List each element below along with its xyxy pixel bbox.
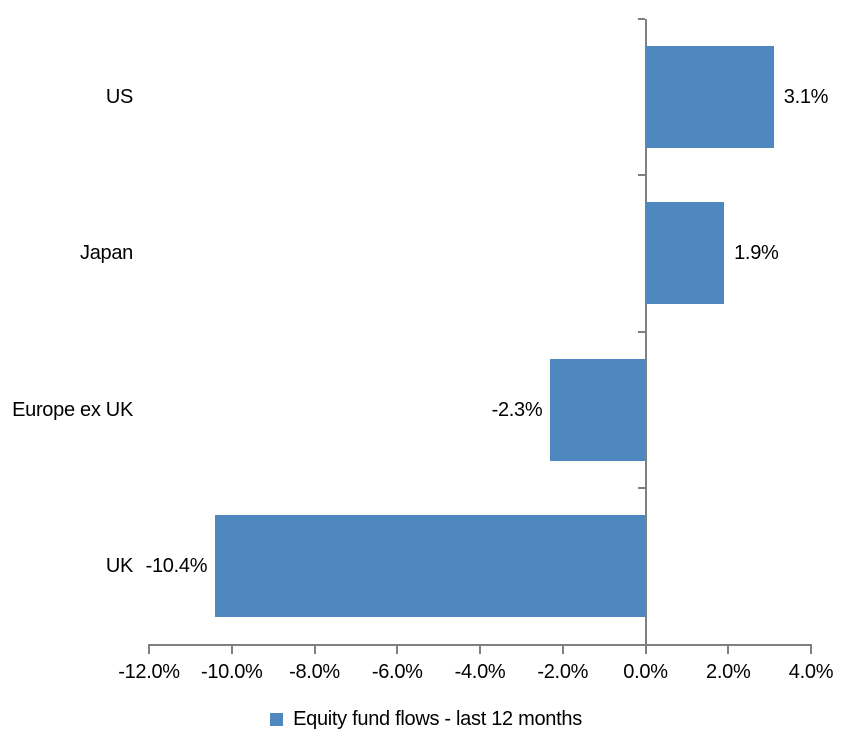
y-axis-line	[644, 19, 647, 652]
x-tick-label: 0.0%	[623, 661, 668, 683]
bar	[550, 358, 646, 461]
x-axis-tick	[561, 644, 564, 654]
category-label: US	[105, 86, 133, 109]
x-tick-label: -2.0%	[537, 661, 589, 683]
data-label: 3.1%	[783, 86, 829, 109]
x-axis-tick	[148, 644, 150, 654]
y-axis-tick	[637, 330, 645, 333]
category-label: UK	[105, 554, 133, 577]
legend-swatch-icon	[270, 713, 284, 726]
y-axis-tick	[637, 486, 645, 489]
data-label: -10.4%	[145, 554, 208, 577]
x-tick-label: -4.0%	[454, 661, 506, 683]
bar	[215, 514, 646, 617]
x-tick-label: 2.0%	[706, 661, 751, 683]
category-label: Japan	[80, 242, 133, 265]
x-axis-tick	[396, 644, 399, 654]
bar	[645, 202, 725, 305]
x-tick-label: -8.0%	[289, 661, 340, 683]
x-tick-label: -10.0%	[200, 661, 263, 683]
x-axis-tick	[727, 644, 730, 654]
y-axis-tick	[637, 18, 645, 20]
bar	[645, 46, 774, 149]
x-tick-label: -6.0%	[371, 661, 423, 683]
x-axis-tick	[644, 644, 647, 654]
x-axis-tick	[313, 644, 316, 654]
category-label: Europe ex UK	[12, 398, 133, 421]
x-axis-tick	[230, 644, 233, 654]
x-axis-tick	[810, 644, 812, 654]
y-axis-tick	[637, 174, 645, 177]
data-label: -2.3%	[491, 398, 543, 421]
legend: Equity fund flows - last 12 months	[0, 708, 852, 731]
data-label: 1.9%	[734, 242, 779, 265]
x-tick-label: 4.0%	[788, 661, 834, 683]
x-tick-label: -12.0%	[118, 661, 180, 683]
legend-label: Equity fund flows - last 12 months	[293, 708, 582, 730]
x-axis-tick	[479, 644, 481, 654]
